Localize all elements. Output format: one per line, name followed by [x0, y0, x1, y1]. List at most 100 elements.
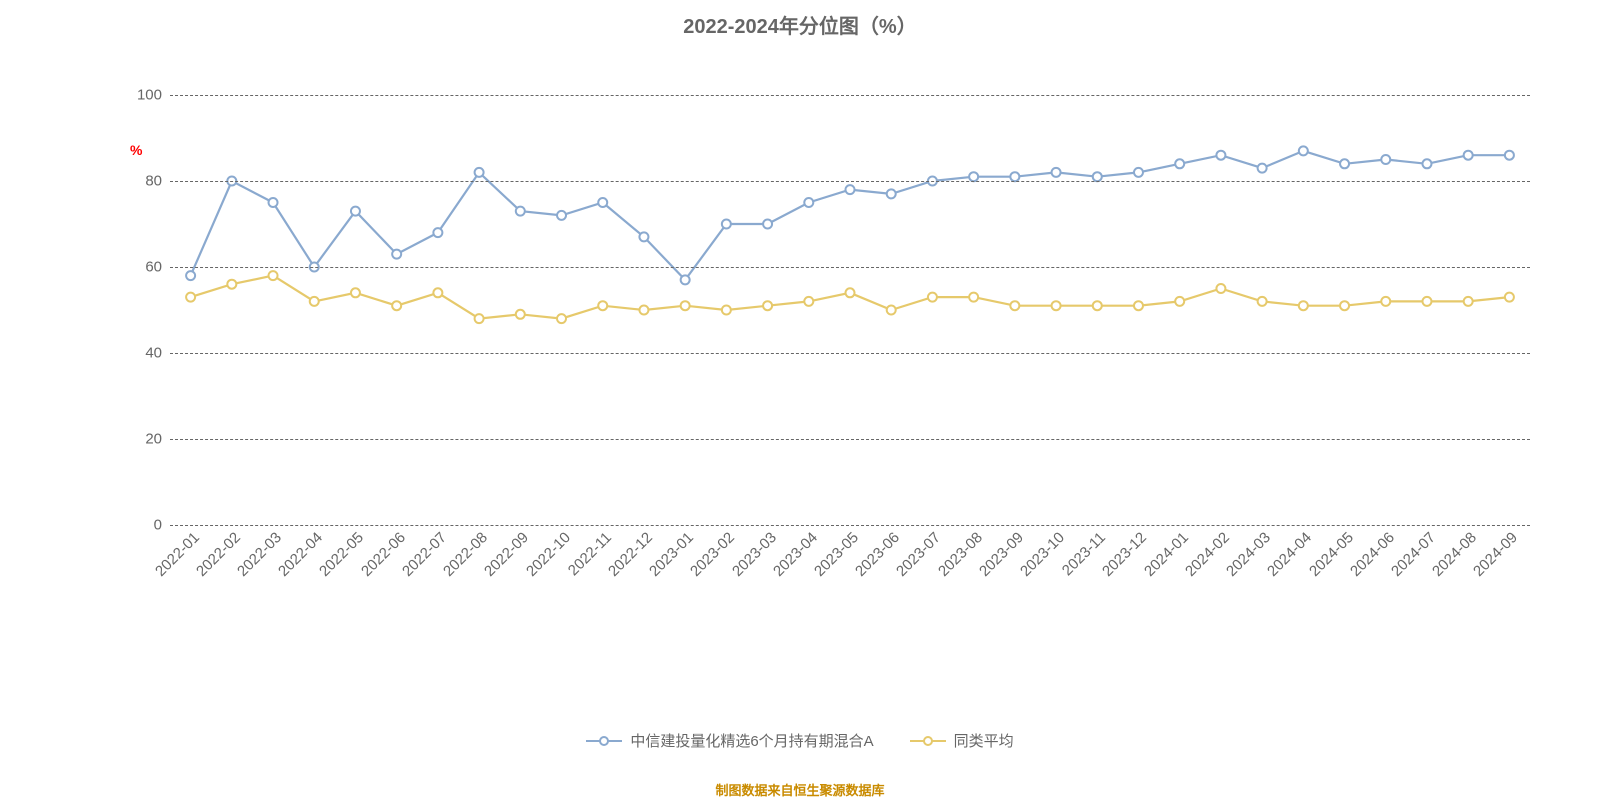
series-marker — [1052, 168, 1061, 177]
legend-label: 同类平均 — [954, 730, 1014, 751]
x-tick-label: 2024-08 — [1429, 529, 1480, 580]
series-marker — [516, 310, 525, 319]
y-tick-label: 100 — [137, 87, 162, 104]
series-marker — [557, 211, 566, 220]
series-marker — [1422, 159, 1431, 168]
legend-marker-icon — [586, 734, 622, 748]
x-tick-label: 2023-05 — [811, 529, 862, 580]
gridline — [170, 353, 1530, 354]
series-marker — [1299, 301, 1308, 310]
series-marker — [846, 185, 855, 194]
series-marker — [557, 314, 566, 323]
x-tick-label: 2022-08 — [440, 529, 491, 580]
x-tick-label: 2022-06 — [358, 529, 409, 580]
chart-container: 2022-2024年分位图（%） % 0204060801002022-0120… — [0, 0, 1600, 800]
x-tick-label: 2024-03 — [1223, 529, 1274, 580]
series-marker — [1505, 293, 1514, 302]
x-tick-label: 2023-12 — [1100, 529, 1151, 580]
series-marker — [598, 301, 607, 310]
x-tick-label: 2024-04 — [1264, 529, 1315, 580]
x-tick-label: 2024-09 — [1470, 529, 1521, 580]
series-marker — [681, 301, 690, 310]
x-tick-label: 2023-06 — [852, 529, 903, 580]
y-tick-label: 40 — [145, 345, 162, 362]
y-tick-label: 20 — [145, 431, 162, 448]
series-marker — [1093, 172, 1102, 181]
gridline — [170, 181, 1530, 182]
series-marker — [763, 301, 772, 310]
series-marker — [1052, 301, 1061, 310]
series-marker — [1258, 297, 1267, 306]
series-marker — [1464, 297, 1473, 306]
series-marker — [804, 297, 813, 306]
x-tick-label: 2023-08 — [935, 529, 986, 580]
series-marker — [433, 228, 442, 237]
x-tick-label: 2023-09 — [976, 529, 1027, 580]
y-tick-label: 60 — [145, 259, 162, 276]
legend-marker-icon — [910, 734, 946, 748]
x-tick-label: 2022-12 — [605, 529, 656, 580]
y-tick-label: 0 — [154, 517, 162, 534]
x-tick-label: 2022-03 — [234, 529, 285, 580]
y-axis-label: % — [130, 142, 142, 158]
x-tick-label: 2023-11 — [1059, 529, 1109, 579]
x-tick-label: 2022-09 — [481, 529, 532, 580]
series-marker — [310, 297, 319, 306]
series-marker — [639, 232, 648, 241]
chart-title: 2022-2024年分位图（%） — [0, 10, 1600, 39]
series-marker — [1010, 172, 1019, 181]
series-marker — [1258, 164, 1267, 173]
series-marker — [1340, 301, 1349, 310]
x-tick-label: 2023-01 — [646, 529, 697, 580]
series-marker — [1175, 297, 1184, 306]
x-tick-label: 2022-02 — [193, 529, 244, 580]
legend-item: 中信建投量化精选6个月持有期混合A — [586, 730, 873, 751]
series-marker — [1381, 155, 1390, 164]
x-tick-label: 2022-01 — [152, 529, 203, 580]
series-marker — [1134, 168, 1143, 177]
series-marker — [1216, 284, 1225, 293]
x-tick-label: 2022-10 — [523, 529, 574, 580]
x-tick-label: 2022-11 — [565, 529, 615, 579]
gridline — [170, 95, 1530, 96]
gridline — [170, 267, 1530, 268]
series-marker — [392, 250, 401, 259]
series-marker — [475, 314, 484, 323]
chart-legend: 中信建投量化精选6个月持有期混合A 同类平均 — [0, 730, 1600, 752]
series-marker — [928, 293, 937, 302]
series-marker — [1010, 301, 1019, 310]
series-marker — [475, 168, 484, 177]
series-marker — [1381, 297, 1390, 306]
x-tick-label: 2024-07 — [1388, 529, 1439, 580]
series-marker — [351, 288, 360, 297]
x-tick-label: 2024-06 — [1347, 529, 1398, 580]
series-marker — [186, 293, 195, 302]
x-tick-label: 2023-03 — [729, 529, 780, 580]
series-marker — [887, 306, 896, 315]
legend-item: 同类平均 — [910, 730, 1014, 751]
legend-label: 中信建投量化精选6个月持有期混合A — [630, 730, 873, 751]
series-marker — [1422, 297, 1431, 306]
x-tick-label: 2023-04 — [770, 529, 821, 580]
gridline — [170, 525, 1530, 526]
series-marker — [1134, 301, 1143, 310]
series-marker — [1093, 301, 1102, 310]
series-marker — [269, 198, 278, 207]
series-marker — [227, 280, 236, 289]
series-marker — [351, 207, 360, 216]
series-marker — [598, 198, 607, 207]
x-tick-label: 2022-04 — [275, 529, 326, 580]
series-marker — [722, 220, 731, 229]
series-line-0 — [191, 151, 1510, 280]
chart-svg — [170, 95, 1530, 525]
chart-source-note: 制图数据来自恒生聚源数据库 — [0, 780, 1600, 799]
series-marker — [639, 306, 648, 315]
x-tick-label: 2023-02 — [687, 529, 738, 580]
x-tick-label: 2024-01 — [1141, 529, 1192, 580]
x-tick-label: 2024-05 — [1306, 529, 1357, 580]
series-marker — [1464, 151, 1473, 160]
series-marker — [1340, 159, 1349, 168]
plot-area: 0204060801002022-012022-022022-032022-04… — [170, 95, 1530, 525]
x-tick-label: 2022-05 — [317, 529, 368, 580]
y-tick-label: 80 — [145, 173, 162, 190]
